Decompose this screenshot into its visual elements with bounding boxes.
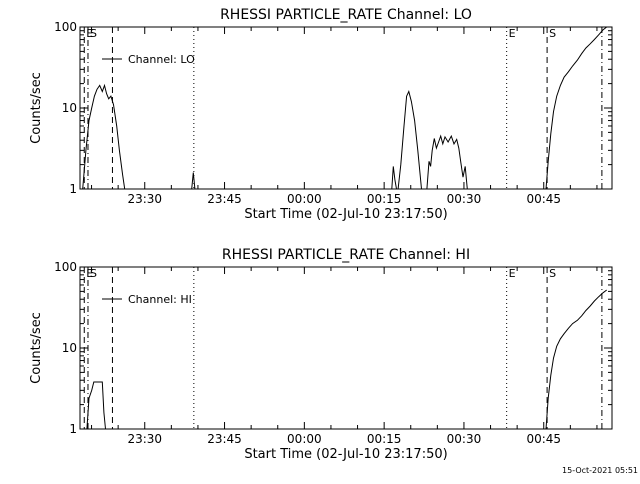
legend-label: Channel: LO [128,53,195,66]
y-tick-label: 10 [62,341,77,355]
marker-label: S [549,27,556,40]
y-tick-label: 1 [69,182,77,196]
y-tick-label: 10 [62,101,77,115]
x-axis-label: Start Time (02-Jul-10 23:17:50) [244,447,447,462]
x-tick-label: 00:15 [367,432,402,446]
panel-2: RHESSI PARTICLE_RATE Channel: HI 23:30 23:… [29,247,613,462]
marker-label: S [90,27,97,40]
x-tick-label: 23:45 [207,192,242,206]
data-series-line [82,83,126,190]
data-series-line [397,90,422,190]
plot-frame [79,26,613,190]
marker-label: E [509,27,516,40]
data-series-line [545,289,608,430]
x-tick-label: 23:30 [127,192,162,206]
x-tick-label: 00:45 [526,192,561,206]
chart-title: RHESSI PARTICLE_RATE Channel: LO [220,7,472,23]
x-tick-label: 23:45 [207,432,242,446]
y-axis-label: Counts/sec [29,72,44,144]
x-tick-label: 00:15 [367,192,402,206]
marker-label: E [86,267,93,280]
plot-frame [79,266,613,430]
panel-1: RHESSI PARTICLE_RATE Channel: LO 23:30 23:… [29,7,613,222]
data-series-line [191,172,196,190]
x-tick-label: 00:00 [287,192,322,206]
data-series-line [86,381,106,430]
y-axis-label: Counts/sec [29,312,44,384]
x-tick-label: 00:45 [526,432,561,446]
marker-label: E [509,267,516,280]
x-tick-label: 00:00 [287,432,322,446]
y-tick-label: 100 [54,260,77,274]
x-axis-label: Start Time (02-Jul-10 23:17:50) [244,207,447,222]
x-tick-label: 23:30 [127,432,162,446]
data-series-line [391,166,397,190]
marker-label: S [90,267,97,280]
x-tick-label: 00:30 [447,432,482,446]
plot-timestamp: 15-Oct-2021 05:51 [562,466,638,475]
chart-title: RHESSI PARTICLE_RATE Channel: HI [222,247,470,263]
data-series-line [426,134,468,190]
marker-label: E [86,27,93,40]
legend-label: Channel: HI [128,293,192,306]
data-series-line [545,26,608,190]
marker-label: S [549,267,556,280]
y-tick-label: 1 [69,422,77,436]
y-tick-label: 100 [54,20,77,34]
x-tick-label: 00:30 [447,192,482,206]
